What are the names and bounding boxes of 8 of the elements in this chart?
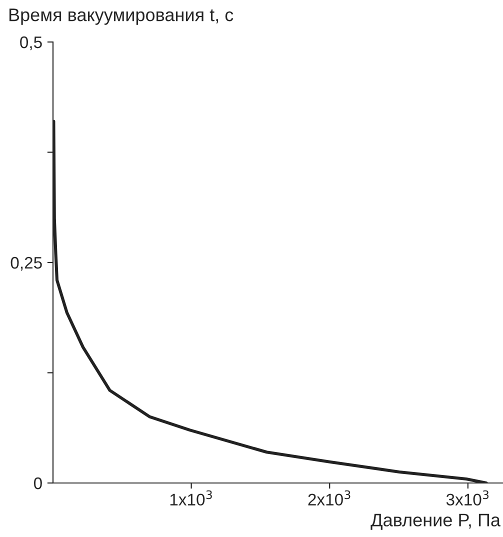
y-axis-title: Время вакуумирования t, с <box>9 8 234 25</box>
y-tick-label: 0,25 <box>10 256 42 271</box>
y-tick-label: 0 <box>34 477 42 490</box>
x-axis-title: Давление P, Па <box>370 514 500 530</box>
x-tick-label: 1x10$^{3}$ <box>170 490 212 506</box>
x-tick-label: 2x10$^{3}$ <box>308 490 350 506</box>
y-tick-label: 0,5 <box>20 36 42 50</box>
x-tick-label: 3x10$^{3}$ <box>446 490 489 506</box>
